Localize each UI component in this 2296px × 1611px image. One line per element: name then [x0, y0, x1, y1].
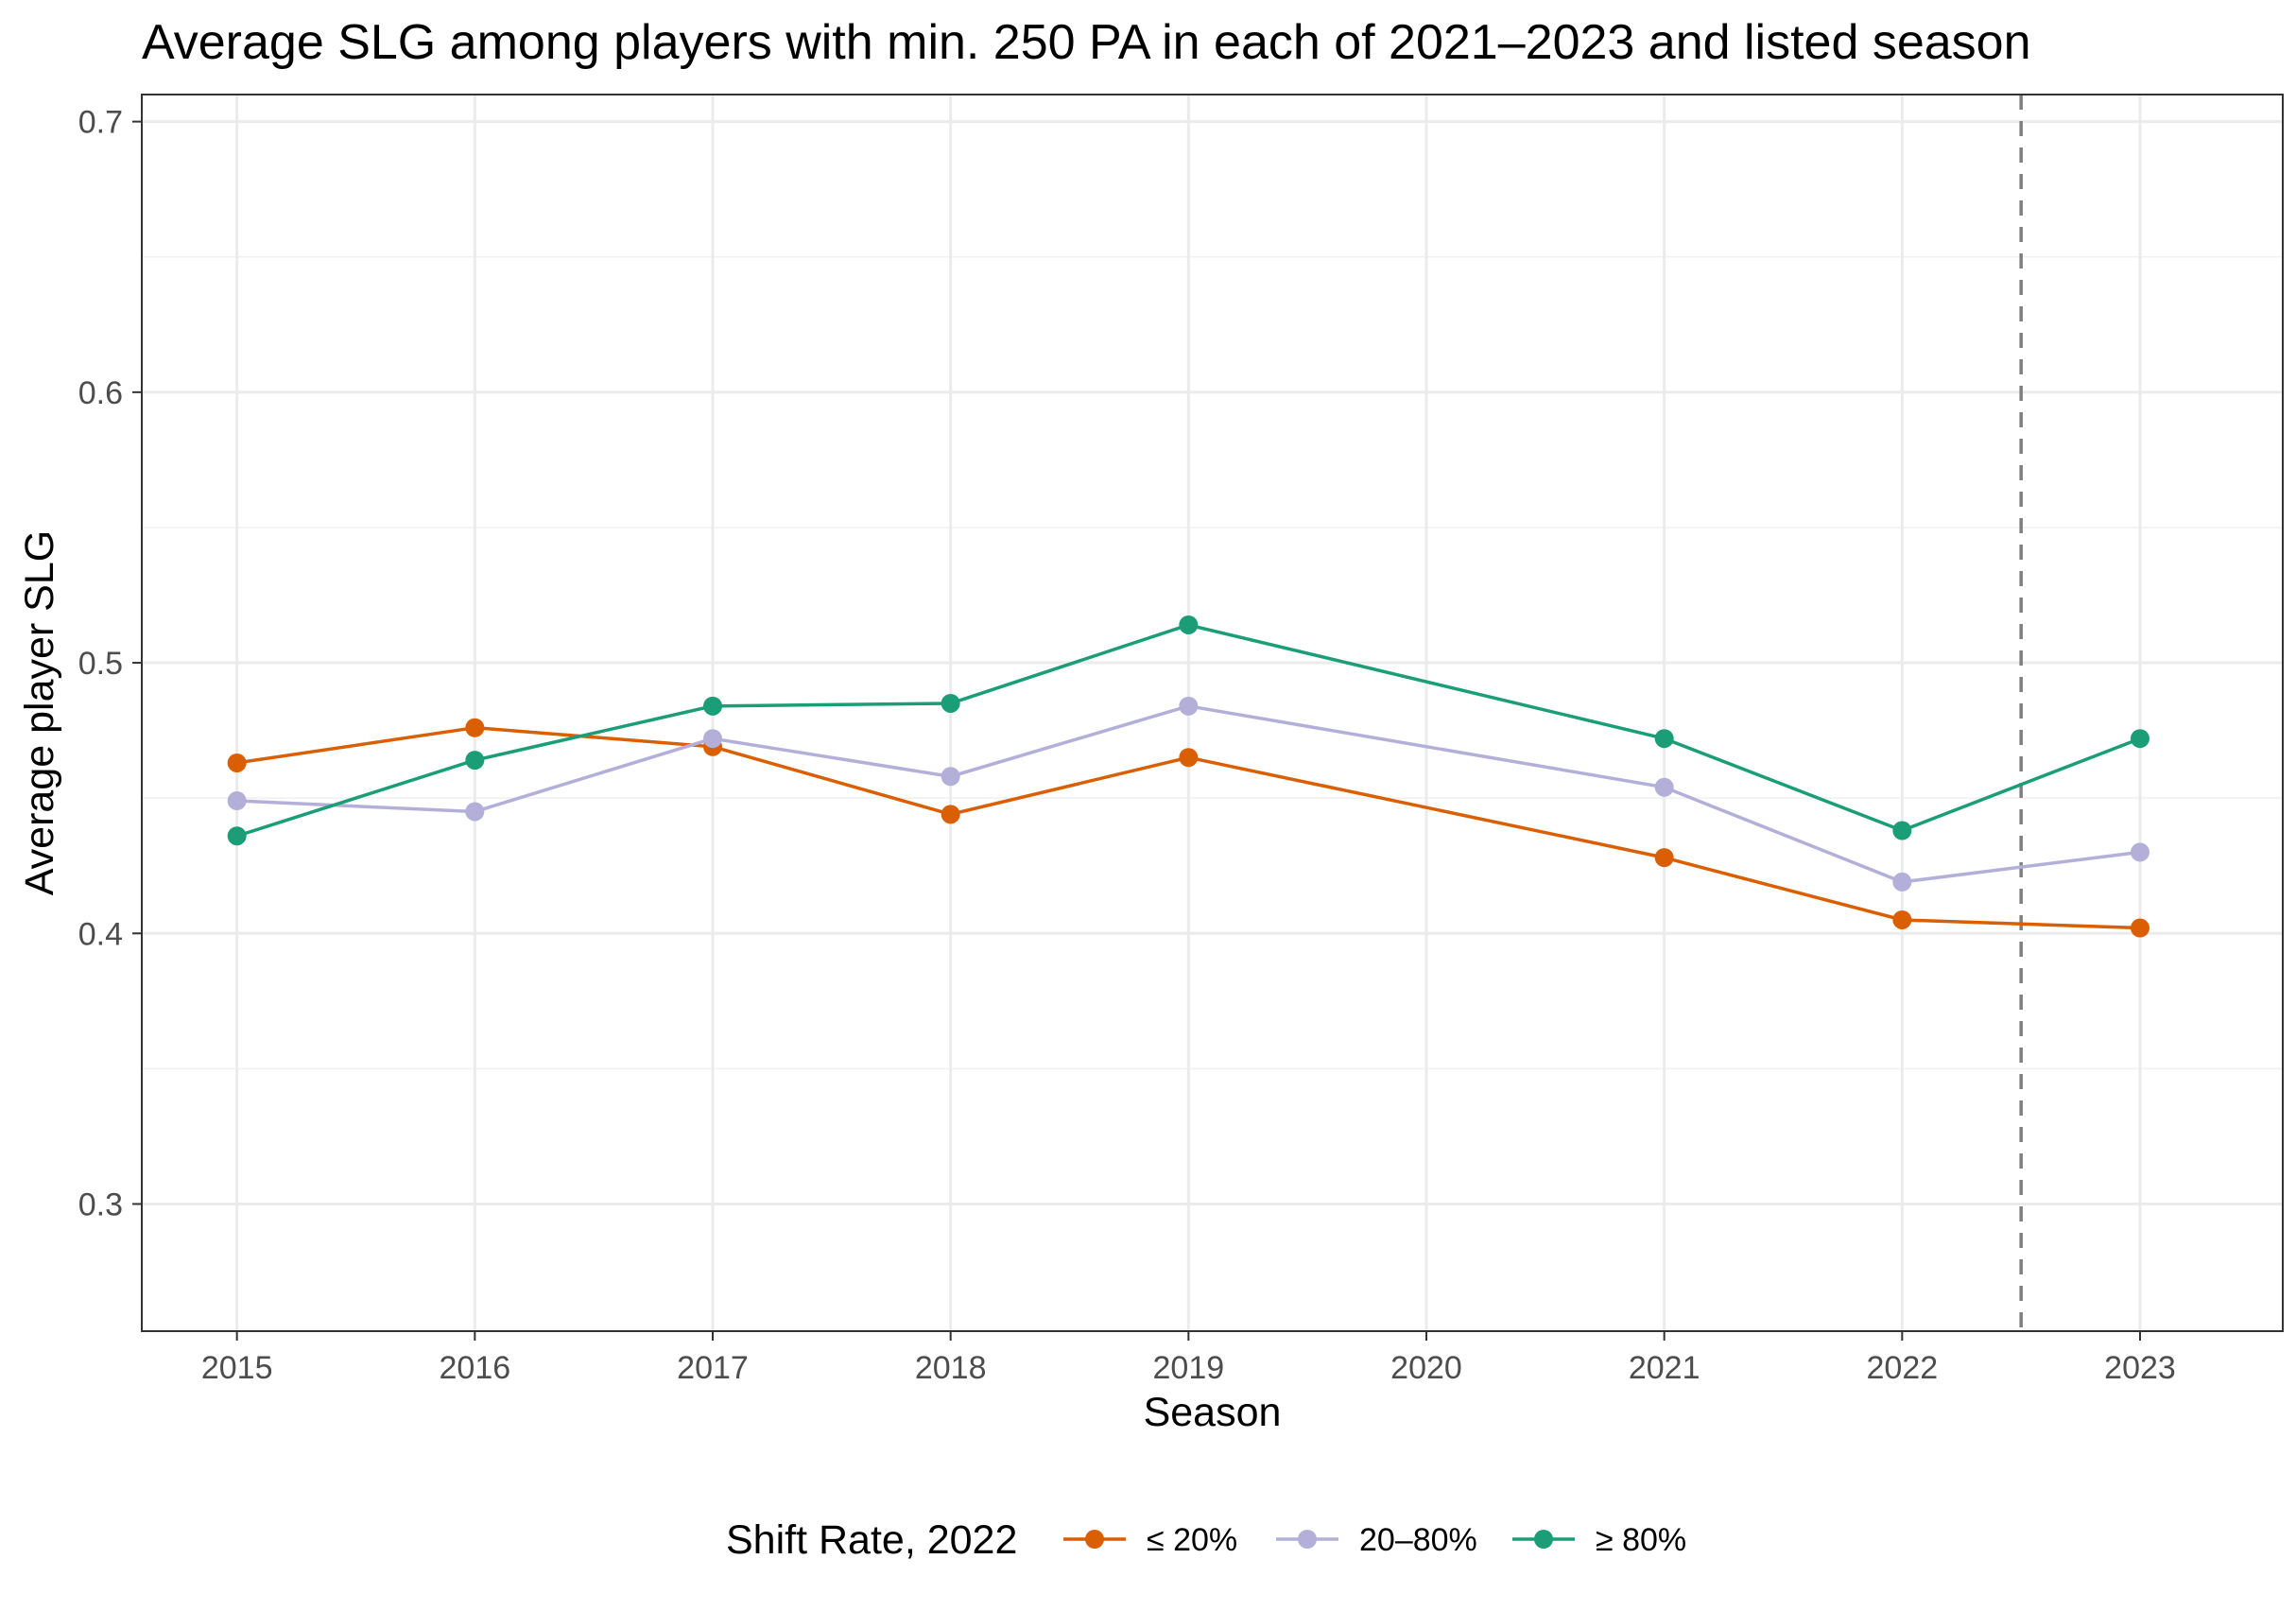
- chart-title: Average SLG among players with min. 250 …: [142, 15, 2031, 70]
- data-point: [227, 753, 247, 772]
- legend: Shift Rate, 2022 ≤ 20% 20–80% ≥ 80%: [726, 1517, 1686, 1563]
- data-point: [465, 802, 485, 822]
- legend-label: 20–80%: [1359, 1522, 1477, 1558]
- x-tick-label: 2016: [440, 1350, 511, 1386]
- data-point: [1654, 777, 1674, 797]
- y-axis-ticks: 0.3 0.4 0.5 0.6 0.7: [78, 105, 142, 1222]
- data-point: [227, 826, 247, 846]
- series-2: [227, 615, 2149, 846]
- x-tick-label: 2018: [915, 1350, 987, 1386]
- x-tick-label: 2019: [1153, 1350, 1225, 1386]
- legend-item: 20–80%: [1276, 1522, 1477, 1558]
- data-point: [703, 696, 722, 716]
- series-line: [236, 623, 2141, 838]
- data-point: [941, 805, 960, 824]
- legend-title: Shift Rate, 2022: [726, 1517, 1017, 1563]
- x-tick-label: 2023: [2104, 1350, 2176, 1386]
- series-layer: [227, 615, 2149, 938]
- data-point: [1179, 615, 1199, 634]
- grid: [142, 95, 2283, 1331]
- y-tick-label: 0.3: [78, 1187, 123, 1222]
- data-point: [2131, 918, 2149, 938]
- legend-key-point: [1534, 1530, 1553, 1549]
- y-tick-label: 0.6: [78, 375, 123, 411]
- panel-border: [141, 94, 2284, 1332]
- x-tick-label: 2017: [677, 1350, 749, 1386]
- data-point: [2131, 729, 2149, 749]
- data-point: [465, 751, 485, 771]
- x-tick-label: 2020: [1390, 1350, 1462, 1386]
- legend-item: ≤ 20%: [1063, 1522, 1237, 1558]
- x-tick-label: 2022: [1867, 1350, 1939, 1386]
- y-tick-label: 0.7: [78, 105, 123, 141]
- legend-items: ≤ 20% 20–80% ≥ 80%: [1063, 1522, 1686, 1558]
- data-point: [941, 767, 960, 787]
- legend-key-point: [1085, 1530, 1104, 1549]
- x-axis-ticks: 2015 2016 2017 2018 2019 2020 2021 2022 2023: [201, 1331, 2176, 1386]
- data-point: [703, 729, 722, 749]
- x-tick-label: 2015: [201, 1350, 273, 1386]
- legend-key-point: [1298, 1530, 1317, 1549]
- data-point: [1654, 729, 1674, 749]
- legend-label: ≥ 80%: [1596, 1522, 1686, 1558]
- data-point: [941, 693, 960, 713]
- data-point: [1892, 872, 1912, 892]
- y-tick-label: 0.5: [78, 646, 123, 682]
- data-point: [1179, 696, 1199, 716]
- x-tick-label: 2021: [1629, 1350, 1700, 1386]
- series-line: [236, 725, 2141, 930]
- y-axis-title: Average player SLG: [17, 530, 62, 895]
- x-axis-title: Season: [1144, 1390, 1282, 1435]
- legend-label: ≤ 20%: [1147, 1522, 1237, 1558]
- data-point: [227, 791, 247, 811]
- data-point: [465, 718, 485, 737]
- data-point: [1654, 848, 1674, 868]
- data-point: [1179, 748, 1199, 768]
- series-line: [236, 704, 2141, 884]
- y-tick-label: 0.4: [78, 916, 123, 952]
- data-point: [2131, 842, 2149, 862]
- series-1: [227, 696, 2149, 892]
- legend-item: ≥ 80%: [1512, 1522, 1686, 1558]
- data-point: [1892, 909, 1912, 929]
- data-point: [1892, 821, 1912, 840]
